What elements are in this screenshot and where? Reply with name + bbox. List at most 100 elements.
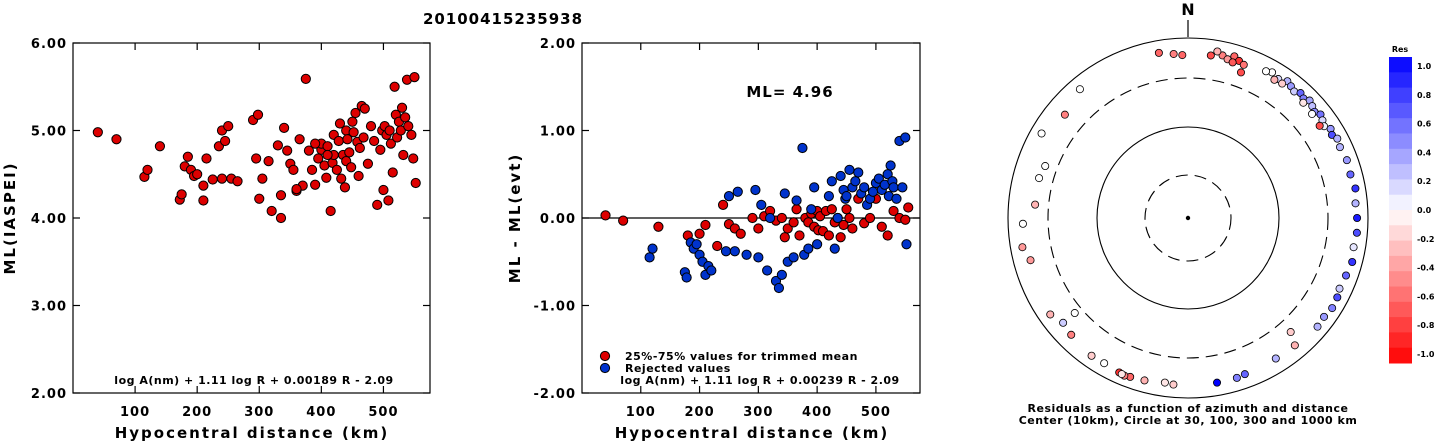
trimmed-point — [841, 204, 852, 215]
rejected-point — [867, 186, 879, 197]
station-residual-point — [1236, 68, 1245, 77]
station-residual-point — [1351, 199, 1360, 208]
station-residual-point — [1087, 351, 1096, 360]
x-tick-label: 300 — [743, 405, 773, 420]
colorbar-label: -0.8 — [1417, 321, 1435, 330]
rejected-point — [823, 191, 834, 202]
data-point — [300, 73, 311, 84]
rejected-point — [647, 243, 658, 254]
plot-frame — [72, 42, 431, 394]
x-tick-label: 200 — [684, 405, 714, 420]
station-residual-point — [1037, 129, 1046, 138]
y-tick-label: -1.00 — [534, 300, 576, 315]
data-point — [291, 184, 302, 195]
station-residual-point — [1228, 58, 1237, 67]
station-residual-point — [1352, 228, 1361, 237]
station-residual-point — [1140, 376, 1149, 385]
data-point — [263, 156, 274, 167]
station-residual-point — [1348, 257, 1357, 266]
data-point — [339, 182, 351, 193]
data-point — [254, 193, 265, 204]
rejected-point — [797, 142, 808, 154]
x-tick-label: 500 — [861, 405, 891, 420]
trimmed-point — [735, 228, 746, 239]
trimmed-point — [835, 232, 846, 243]
station-residual-point — [1278, 79, 1287, 88]
data-point — [384, 125, 395, 136]
trimmed-point — [888, 205, 899, 217]
colorbar-cell — [1389, 118, 1412, 134]
trimmed-point — [700, 219, 711, 231]
caption-line-2: Center (10km), Circle at 30, 100, 300 an… — [1019, 414, 1358, 427]
colorbar-cell — [1389, 164, 1412, 180]
station-residual-point — [1035, 174, 1044, 183]
rejected-point — [776, 269, 787, 280]
colorbar-label: 0.6 — [1417, 120, 1432, 129]
rejected-point — [691, 239, 702, 250]
rejected-point — [750, 184, 761, 196]
data-point — [395, 125, 406, 136]
y-tick-label: 4.00 — [31, 212, 67, 227]
magnitude-vs-distance-plot: 100 200 300 400 500 2.00 3.00 4.00 5.00 6.00 log … — [1, 37, 431, 441]
station-residual-point — [1262, 67, 1271, 76]
x-tick-label: 300 — [244, 405, 274, 420]
rejected-point — [850, 176, 861, 187]
distance-ring — [1047, 77, 1329, 359]
rejected-point — [900, 132, 911, 143]
legend-marker-trimmed — [599, 350, 611, 362]
trimmed-point — [823, 230, 834, 241]
station-residual-point — [1313, 322, 1322, 331]
trimmed-point — [618, 215, 629, 226]
rejected-point — [832, 212, 843, 224]
trimmed-point — [900, 214, 911, 225]
rejected-point — [901, 239, 912, 250]
rejected-point — [753, 252, 764, 263]
data-point — [359, 103, 370, 114]
trimmed-point — [694, 228, 705, 239]
data-point — [372, 199, 383, 210]
trimmed-point — [844, 212, 855, 224]
rejected-point — [859, 182, 870, 193]
trimmed-point — [753, 223, 764, 234]
rejected-point — [873, 173, 884, 184]
data-point — [346, 162, 357, 173]
station-residual-point — [1351, 184, 1360, 193]
data-point — [398, 149, 409, 161]
station-residual-point — [1232, 373, 1241, 382]
trimmed-point — [779, 232, 790, 243]
station-residual-point — [1067, 330, 1076, 339]
data-point — [347, 116, 358, 127]
data-point — [310, 179, 321, 190]
data-point — [313, 153, 324, 164]
station-residual-point — [1026, 256, 1035, 265]
rejected-point — [741, 249, 752, 260]
station-residual-point — [1342, 156, 1351, 165]
data-point — [410, 177, 421, 189]
colorbar-label: -0.4 — [1417, 264, 1435, 273]
x-tick-label: 400 — [802, 405, 832, 420]
data-point — [303, 145, 315, 156]
y-tick-label: 2.00 — [31, 387, 67, 402]
rejected-point — [809, 182, 820, 193]
formula-text: log A(nm) + 1.11 log R + 0.00189 R - 2.0… — [114, 374, 393, 387]
colorbar-cell — [1389, 87, 1412, 104]
station-residual-point — [1059, 318, 1068, 327]
data-point — [348, 127, 359, 138]
station-residual-point — [1349, 243, 1358, 252]
station-residual-point — [1154, 48, 1163, 57]
rejected-point — [853, 167, 864, 178]
data-point — [344, 147, 355, 158]
trimmed-point — [838, 219, 849, 231]
station-residual-point — [1046, 310, 1055, 319]
trimmed-point — [653, 221, 664, 232]
colorbar-cell — [1389, 240, 1412, 257]
y-tick-label: 1.00 — [540, 125, 576, 140]
data-point — [142, 164, 153, 175]
data-point — [176, 189, 187, 200]
legend-marker-rejected — [599, 362, 611, 374]
y-axis-label: ML(IASPEI) — [1, 161, 19, 274]
rejected-point — [729, 246, 740, 257]
trimmed-point — [903, 202, 914, 213]
rejected-point — [681, 272, 692, 283]
data-point — [350, 107, 361, 119]
